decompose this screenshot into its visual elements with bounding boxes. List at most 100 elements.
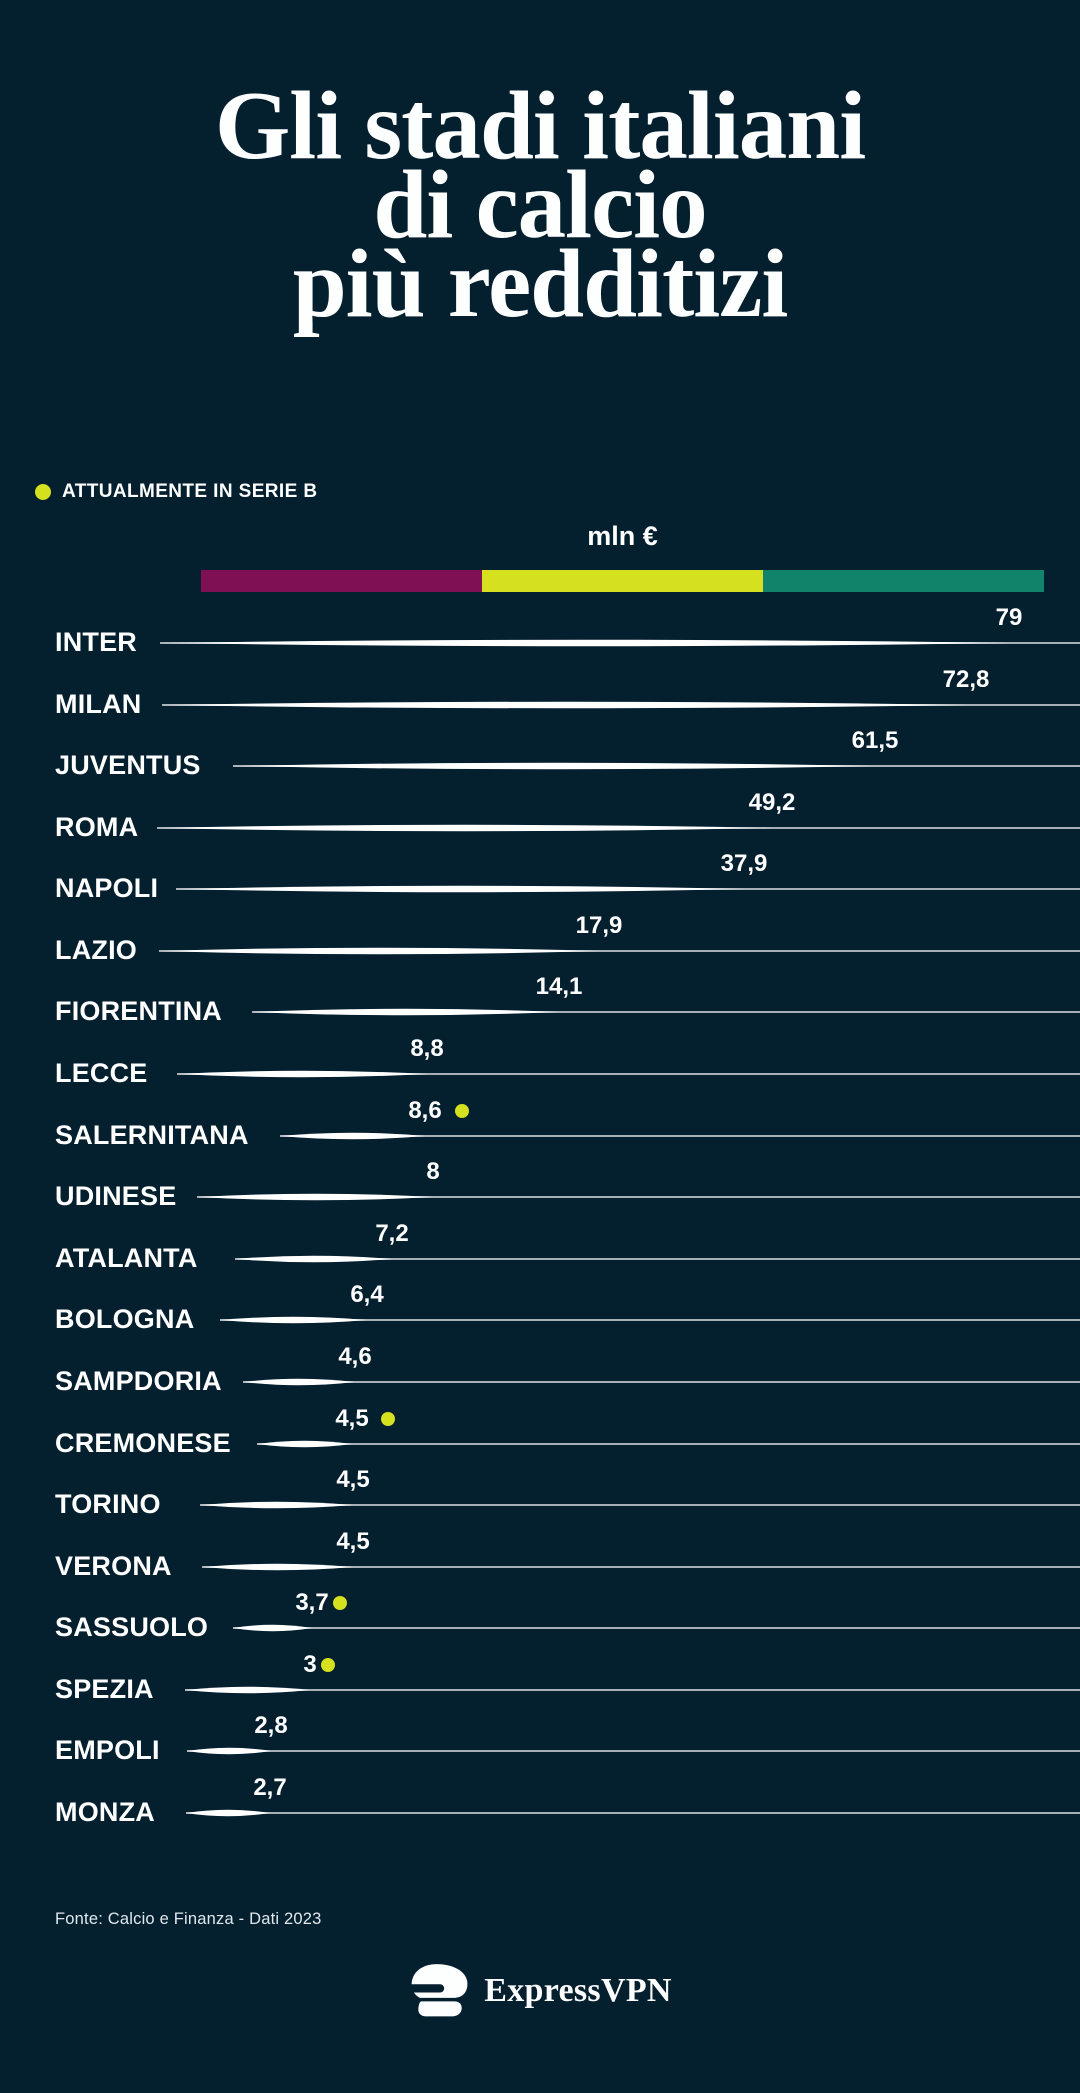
value-number: 2,7 [253, 1774, 287, 1801]
value-number: 49,2 [748, 789, 796, 816]
value-number: 8,6 [408, 1097, 442, 1124]
expressvpn-wordmark: ExpressVPN [484, 1972, 672, 2009]
chart-row-udinese: UDINESE 8 [0, 1159, 1080, 1228]
source-note: Fonte: Calcio e Finanza - Dati 2023 [55, 1910, 322, 1928]
team-label: FIORENTINA [55, 996, 222, 1026]
serie-b-dot [381, 1412, 395, 1426]
value-number: 4,6 [338, 1343, 372, 1370]
value-number: 3 [303, 1651, 317, 1678]
scale-bar [201, 570, 1044, 592]
team-label: BOLOGNA [55, 1304, 195, 1334]
chart-row-bologna: BOLOGNA 6,4 [0, 1282, 1080, 1351]
row-line [160, 639, 1080, 647]
chart-row-lecce: LECCE 8,8 [0, 1036, 1080, 1105]
chart-row-inter: INTER 79 [0, 605, 1080, 674]
revenue-chart: INTER 79 MILAN 72,8 JUVENTUS 61,5 ROMA 49,2 NAPO… [0, 605, 1080, 1873]
row-line [233, 762, 1080, 770]
title-line-2: di calcio [373, 151, 707, 258]
value-number: 61,5 [851, 727, 899, 754]
expressvpn-icon [408, 1964, 468, 2017]
chart-row-milan: MILAN 72,8 [0, 667, 1080, 736]
chart-row-napoli: NAPOLI 37,9 [0, 851, 1080, 920]
team-label: SASSUOLO [55, 1612, 209, 1642]
serie-b-dot [333, 1596, 347, 1610]
chart-row-verona: VERONA 4,5 [0, 1529, 1080, 1598]
chart-row-cremonese: CREMONESE 4,5 [0, 1406, 1080, 1475]
team-label: NAPOLI [55, 873, 159, 903]
row-line [220, 1316, 1080, 1324]
value-number: 8 [426, 1158, 440, 1185]
team-label: ATALANTA [55, 1243, 198, 1273]
value-number: 37,9 [720, 850, 768, 877]
row-line [243, 1378, 1080, 1386]
row-line [257, 1440, 1080, 1448]
chart-row-atalanta: ATALANTA 7,2 [0, 1221, 1080, 1290]
chart-row-roma: ROMA 49,2 [0, 790, 1080, 859]
legend-label: ATTUALMENTE IN SERIE B [62, 481, 318, 502]
team-label: CREMONESE [55, 1428, 231, 1458]
serie-b-dot [321, 1658, 335, 1672]
value-number: 14,1 [535, 973, 583, 1000]
row-line [252, 1008, 1080, 1016]
team-label: UDINESE [55, 1181, 177, 1211]
scale-bar-segment-yellow [482, 570, 763, 592]
team-label: ROMA [55, 812, 139, 842]
value-number: 72,8 [942, 666, 990, 693]
team-label: TORINO [55, 1489, 161, 1519]
scale-bar-segment-teal [763, 570, 1044, 592]
row-line [186, 1809, 1080, 1817]
team-label: MONZA [55, 1797, 155, 1827]
team-label: SALERNITANA [55, 1120, 249, 1150]
team-label: EMPOLI [55, 1735, 160, 1765]
row-line [187, 1747, 1080, 1755]
value-number: 8,8 [410, 1035, 444, 1062]
value-number: 6,4 [350, 1281, 384, 1308]
row-line [176, 885, 1080, 893]
team-label: LAZIO [55, 935, 137, 965]
chart-row-lazio: LAZIO 17,9 [0, 913, 1080, 982]
team-label: LECCE [55, 1058, 148, 1088]
team-label: SPEZIA [55, 1674, 154, 1704]
title-line-3: più redditizi [292, 230, 789, 337]
chart-row-empoli: EMPOLI 2,8 [0, 1713, 1080, 1782]
chart-row-spezia: SPEZIA 3 [0, 1652, 1080, 1721]
value-number: 4,5 [335, 1405, 369, 1432]
team-label: JUVENTUS [55, 750, 201, 780]
team-label: MILAN [55, 689, 142, 719]
row-line [185, 1686, 1080, 1694]
serie-b-dot [455, 1104, 469, 1118]
title-line-1: Gli stadi italiani [214, 72, 866, 179]
chart-row-fiorentina: FIORENTINA 14,1 [0, 974, 1080, 1043]
value-number: 17,9 [575, 912, 623, 939]
expressvpn-logo: ExpressVPN [0, 1963, 1080, 2019]
row-line [233, 1624, 1080, 1632]
row-line [177, 1070, 1080, 1078]
team-label: SAMPDORIA [55, 1366, 222, 1396]
chart-row-torino: TORINO 4,5 [0, 1467, 1080, 1536]
chart-row-sampdoria: SAMPDORIA 4,6 [0, 1344, 1080, 1413]
row-line [200, 1501, 1080, 1509]
value-number: 3,7 [295, 1589, 329, 1616]
team-label: VERONA [55, 1551, 172, 1581]
value-number: 4,5 [336, 1528, 370, 1555]
scale-bar-segment-purple [201, 570, 482, 592]
row-line [197, 1193, 1080, 1201]
chart-row-sassuolo: SASSUOLO 3,7 [0, 1590, 1080, 1659]
legend: ATTUALMENTE IN SERIE B [35, 481, 317, 503]
chart-row-juventus: JUVENTUS 61,5 [0, 728, 1080, 797]
row-line [162, 701, 1080, 709]
row-line [157, 824, 1080, 832]
value-number: 7,2 [375, 1220, 409, 1247]
page-title: Gli stadi italiani di calcio più redditi… [0, 72, 1080, 337]
chart-row-salernitana: SALERNITANA 8,6 [0, 1098, 1080, 1167]
value-number: 2,8 [254, 1712, 288, 1739]
row-line [159, 947, 1080, 955]
value-number: 4,5 [336, 1466, 370, 1493]
team-label: INTER [55, 627, 137, 657]
row-line [235, 1255, 1080, 1263]
chart-row-monza: MONZA 2,7 [0, 1775, 1080, 1844]
axis-unit-label: mln € [587, 521, 658, 551]
legend-serie-b-dot [35, 484, 51, 500]
row-line [280, 1132, 1080, 1140]
